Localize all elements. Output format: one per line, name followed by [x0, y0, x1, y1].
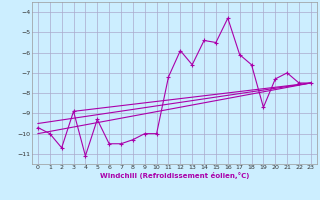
X-axis label: Windchill (Refroidissement éolien,°C): Windchill (Refroidissement éolien,°C) — [100, 172, 249, 179]
